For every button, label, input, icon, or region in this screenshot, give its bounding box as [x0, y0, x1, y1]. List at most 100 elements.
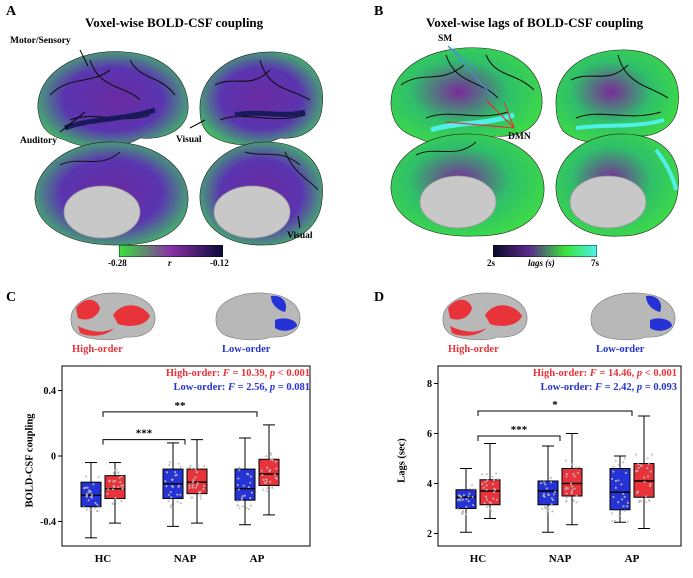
data-point: [549, 481, 553, 484]
data-point: [542, 481, 546, 484]
brain-medial-left-a: [34, 141, 189, 246]
data-point: [271, 486, 274, 489]
data-point: [547, 493, 550, 497]
data-point: [565, 486, 568, 489]
brain-medial-right-b: [555, 133, 679, 237]
chart-c: 0.40-0.4HC NAP AP*****: [40, 365, 311, 565]
brain-low-order-d: [590, 292, 676, 341]
label-dmn: DMN: [508, 132, 531, 142]
data-point: [650, 453, 653, 456]
data-point: [456, 508, 460, 511]
data-point: [167, 499, 170, 503]
brain-lateral-left-a: [37, 51, 189, 148]
data-point: [85, 508, 89, 511]
data-point: [119, 481, 122, 484]
box-high-order-nap: [186, 439, 208, 524]
data-point: [551, 510, 554, 513]
data-point: [564, 459, 567, 462]
y-tick-label: 0.4: [44, 386, 57, 397]
data-point: [575, 501, 578, 504]
data-point: [648, 484, 652, 488]
data-point: [575, 494, 578, 497]
data-point: [198, 492, 201, 495]
box-low-order-ap: [234, 437, 256, 526]
significance-bracket: [102, 411, 258, 417]
x-tick-label-hc: HC: [470, 553, 487, 565]
data-point: [108, 479, 111, 482]
data-point: [89, 508, 92, 511]
data-point: [637, 466, 640, 469]
data-point: [97, 506, 100, 509]
data-point: [484, 480, 487, 483]
brain-high-order-d: [442, 292, 528, 341]
data-point: [84, 486, 87, 489]
data-point: [634, 453, 638, 456]
data-point: [273, 473, 276, 476]
data-point: [626, 520, 629, 523]
data-point: [84, 475, 88, 478]
label-visual-lateral: Visual: [176, 135, 202, 145]
data-point: [464, 513, 467, 516]
brain-lateral-right-a: [199, 51, 323, 146]
data-point: [179, 493, 182, 496]
data-point: [247, 485, 250, 489]
brain-medial-right-a: [199, 141, 323, 246]
data-point: [623, 457, 626, 460]
data-point: [613, 519, 617, 523]
x-tick-label-ap: AP: [625, 553, 640, 565]
data-point: [617, 501, 620, 504]
data-point: [112, 480, 115, 483]
data-point: [191, 483, 194, 487]
data-point: [564, 500, 568, 503]
data-point: [189, 464, 192, 467]
data-point: [194, 486, 197, 489]
data-point: [236, 504, 240, 507]
box-body: [537, 480, 559, 506]
data-point: [565, 475, 568, 478]
data-point: [624, 471, 628, 474]
data-point: [614, 479, 618, 483]
label-motor-sensory: Motor/Sensory: [10, 36, 71, 46]
data-point: [86, 486, 89, 489]
data-point: [644, 495, 648, 498]
box-low-order-nap: [162, 442, 184, 527]
data-point: [241, 505, 244, 508]
data-point: [238, 507, 241, 510]
data-point: [467, 500, 470, 503]
box-low-order-ap: [609, 455, 631, 523]
data-point: [622, 505, 625, 508]
box-high-order-ap: [633, 415, 655, 529]
data-point: [543, 495, 546, 498]
data-point: [179, 502, 182, 505]
data-point: [456, 499, 460, 502]
data-point: [612, 495, 615, 499]
data-point: [236, 483, 239, 487]
panel-b-brains: [390, 45, 679, 237]
plot-frame-c: [61, 365, 311, 547]
data-point: [117, 486, 120, 489]
data-point: [566, 487, 570, 490]
data-point: [202, 487, 205, 491]
data-point: [485, 488, 488, 491]
data-point: [546, 506, 549, 510]
data-point: [118, 476, 121, 480]
high-order-label-d: High-order: [448, 344, 499, 355]
data-point: [491, 475, 494, 479]
data-point: [578, 466, 581, 469]
data-point: [269, 451, 272, 455]
x-tick-label-nap: NAP: [174, 553, 197, 565]
data-point: [199, 497, 202, 500]
data-point: [482, 486, 486, 489]
x-tick-label-hc: HC: [95, 553, 112, 565]
data-point: [107, 488, 110, 491]
data-point: [461, 511, 464, 514]
colorbar-a: [118, 244, 224, 258]
data-point: [121, 484, 124, 487]
data-point: [249, 504, 253, 507]
data-point: [266, 487, 269, 490]
data-point: [237, 477, 240, 480]
data-point: [553, 490, 557, 493]
data-point: [263, 481, 266, 485]
